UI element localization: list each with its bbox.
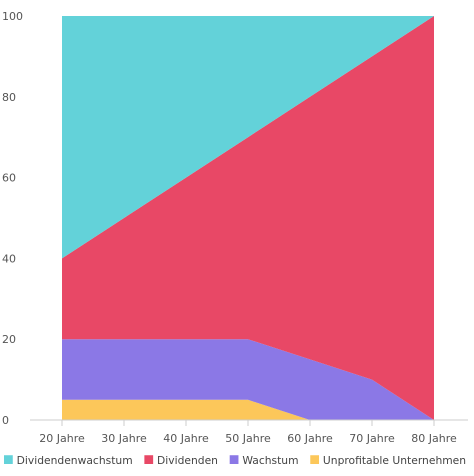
y-tick-label: 60 — [2, 172, 16, 185]
legend-label: Dividenden — [157, 454, 218, 467]
axes-group: 0 20 40 60 80 100 20 Jahre 30 Jahre 40 Jahre 50 J… — [2, 10, 468, 445]
legend-swatch — [4, 455, 13, 464]
area-dividendenwachstum — [62, 16, 434, 259]
legend: Dividendenwachstum Dividenden Wachstum Unpr… — [4, 454, 466, 467]
x-tick-label: 80 Jahre — [411, 432, 457, 445]
legend-label: Dividendenwachstum — [17, 454, 133, 467]
legend-item-wachstum[interactable]: Wachstum — [229, 454, 299, 467]
y-tick-label: 100 — [2, 10, 23, 23]
y-tick-label: 20 — [2, 333, 16, 346]
legend-item-dividendenwachstum[interactable]: Dividendenwachstum — [4, 454, 133, 467]
area-dividenden — [62, 16, 434, 420]
area-unprofitable-unternehmen — [62, 399, 434, 420]
legend-item-unprofitable-unternehmen[interactable]: Unprofitable Unternehmen — [310, 454, 466, 467]
x-tick-label: 50 Jahre — [225, 432, 271, 445]
legend-swatch — [229, 455, 239, 464]
legend-swatch — [144, 455, 154, 464]
legend-swatch — [310, 455, 320, 464]
y-tick-label: 80 — [2, 91, 16, 104]
x-tick-label: 60 Jahre — [287, 432, 333, 445]
y-tick-label: 40 — [2, 252, 16, 265]
x-tick-label: 30 Jahre — [101, 432, 147, 445]
area-series-group — [62, 16, 434, 420]
x-tick-label: 70 Jahre — [349, 432, 395, 445]
area-wachstum — [62, 339, 434, 420]
y-tick-label: 0 — [2, 414, 9, 427]
x-tick-label: 40 Jahre — [163, 432, 209, 445]
legend-label: Unprofitable Unternehmen — [323, 454, 466, 467]
legend-label: Wachstum — [242, 454, 298, 467]
legend-item-dividenden[interactable]: Dividenden — [144, 454, 218, 467]
x-tick-label: 20 Jahre — [39, 432, 85, 445]
